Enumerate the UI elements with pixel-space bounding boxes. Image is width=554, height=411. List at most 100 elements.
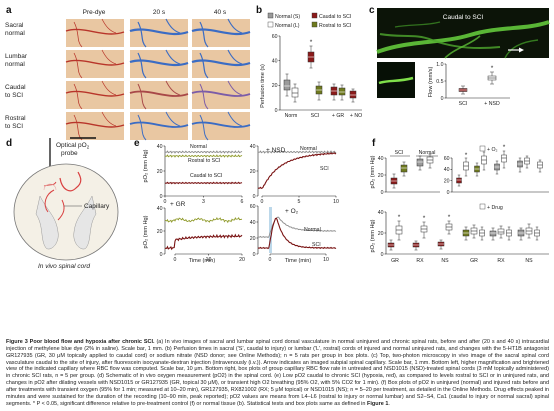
gray-matter-right [73, 195, 97, 250]
vessel-5 [394, 21, 441, 28]
row-label-lumbar-w1: Lumbar [5, 53, 28, 60]
caption-end: . [388, 400, 390, 407]
dye-vessel-branch-r2-c1 [137, 83, 147, 110]
e3-yticklabel-2: 40 [157, 206, 163, 212]
f2-o2-label: + O₂ [487, 147, 498, 153]
dye-vessel-main-r2-c1 [129, 90, 189, 97]
e2-xticklabel-1: 5 [298, 199, 301, 205]
row-label-lumbar-w2: normal [5, 61, 25, 68]
f2-o2-swatch [479, 145, 486, 152]
row-label-rostral-w1: Rostral [5, 115, 26, 122]
panel-e-xlabel-left: Time (min) [189, 258, 216, 264]
col-header-40s: 40 s [214, 9, 227, 16]
dye-tile-r0-c0 [66, 19, 124, 47]
b-yticklabel-0: 0 [275, 108, 278, 114]
f2-yticklabel-3: 60 [444, 156, 450, 162]
c-asterisk: * [491, 65, 494, 72]
e3-rostral-trace [164, 216, 243, 224]
probe-field-arc [43, 183, 57, 191]
dye-vessel-main-r1-c2 [191, 59, 251, 67]
dye-tile-r3-c2 [192, 112, 250, 140]
f3-asterisk-2: * [448, 214, 451, 221]
e1-caudal-label: Caudal to SCI [190, 173, 222, 179]
panel-e-ylabel-top: pO₂ (mm Hg) [143, 149, 149, 182]
spinal-cord-label: In vivo spinal cord [38, 263, 90, 270]
dye-tile-r2-c0 [66, 81, 124, 109]
f1-yticklabel-0: 0 [381, 190, 384, 196]
f2-asterisk-1: * [465, 152, 468, 159]
c-yticklabel-0: 0 [441, 96, 444, 102]
row-label-sacral-w1: Sacral [5, 22, 24, 29]
dye-vessel-main-r3-c0 [65, 121, 125, 128]
f3-xlabel-4: RX [497, 258, 505, 264]
capillary-arrow [508, 47, 524, 53]
arrow-head [519, 47, 524, 53]
gray-matter-left [35, 195, 59, 250]
e1-xticklabel-1: 3 [202, 199, 205, 205]
vessel-2 [379, 33, 501, 50]
caption-tail: Figure 1 [367, 400, 389, 407]
legend-label-2: Caudal to SCI [319, 14, 351, 20]
dye-vessel-branch-r2-c2 [199, 83, 209, 110]
f3-yticklabel-2: 40 [378, 210, 384, 216]
e4-o2-window [269, 207, 272, 253]
dye-tile-r3-c0 [66, 112, 124, 140]
row-label-caudal-w2: to SCI [5, 92, 23, 99]
b-xlabel-norm: Norm [285, 113, 298, 119]
b-xlabel-gr: + GR [332, 113, 345, 119]
dye-vessel-branch2-r2-c2 [227, 80, 243, 96]
e2-xticklabel-0: 0 [261, 199, 264, 205]
legend-swatch-0 [267, 12, 274, 19]
probe-label: Optical pO2 probe [56, 142, 90, 157]
panel-b: b Normal (S) Normal (L) Caudal to SCI Rostr… [256, 5, 362, 119]
e3-tag: + GR [170, 201, 186, 208]
dye-vessel-branch2-r2-c1 [165, 80, 181, 96]
dye-vessel-main-r3-c1 [129, 121, 189, 128]
b-gr-rostral-box [338, 87, 346, 96]
e3-yticklabel-0: 0 [160, 252, 163, 258]
row-label-rostral-w2: to SCI [5, 123, 23, 130]
panel-b-legend: Normal (S) Normal (L) Caudal to SCI Rostral… [267, 12, 351, 29]
dye-vessel-main-r0-c0 [65, 28, 125, 35]
legend-label-1: Normal (L) [275, 23, 300, 29]
panel-f-ylabel-bottom: pO₂ (mm Hg) [370, 219, 376, 252]
probe-sub2: 2 [87, 145, 90, 150]
c-yticklabel-1: 0.5 [436, 79, 443, 85]
e4-normal-trace [257, 216, 337, 239]
f3-xlabel-2: NS [441, 258, 449, 264]
dye-vessel-branch2-r3-c1 [165, 111, 181, 127]
e2-sci-trace [258, 152, 337, 190]
e4-xticklabel-1: 10 [323, 257, 329, 263]
legend-swatch-1 [267, 21, 274, 28]
row-label-caudal-w1: Caudal [5, 84, 26, 91]
capillary-zoom-vessel [378, 76, 414, 85]
spinal-cord-schematic [13, 163, 119, 261]
f2-asterisk-2: * [503, 144, 506, 151]
e3-xticklabel-0: 0 [174, 257, 177, 263]
e4-yticklabel-0: 0 [253, 252, 256, 258]
col-header-20s: 20 s [153, 9, 166, 16]
panel-b-letter: b [256, 5, 262, 16]
dye-vessel-branch2-r2-c0 [101, 80, 117, 96]
f3-asterisk-0: * [398, 214, 401, 221]
e2-sci-label: SCI [320, 166, 329, 172]
dye-vessel-branch2-r0-c0 [101, 18, 117, 34]
b-asterisk: * [310, 39, 313, 46]
b-norm-s-box [283, 79, 291, 91]
legend-swatch-3 [311, 21, 318, 28]
b-norm-l-box [291, 87, 299, 98]
panel-c-ylabel: Flow (mm/s) [428, 66, 434, 97]
c-xlabel-nsd: + NSD [484, 101, 500, 107]
b-yticklabel-2: 40 [272, 58, 278, 64]
e3-caudal-trace [164, 233, 243, 251]
c-yticklabel-2: 1.0 [436, 62, 443, 68]
panel-d-letter: d [6, 138, 12, 149]
row-label-lumbar: Lumbar normal [5, 53, 28, 68]
e1-xticklabel-0: 0 [164, 199, 167, 205]
e4-yticklabel-2: 40 [250, 220, 256, 226]
e2-yticklabel-2: 40 [250, 144, 256, 150]
e3-xticklabel-1: 10 [206, 257, 212, 263]
e1-caudal-trace [165, 181, 243, 185]
